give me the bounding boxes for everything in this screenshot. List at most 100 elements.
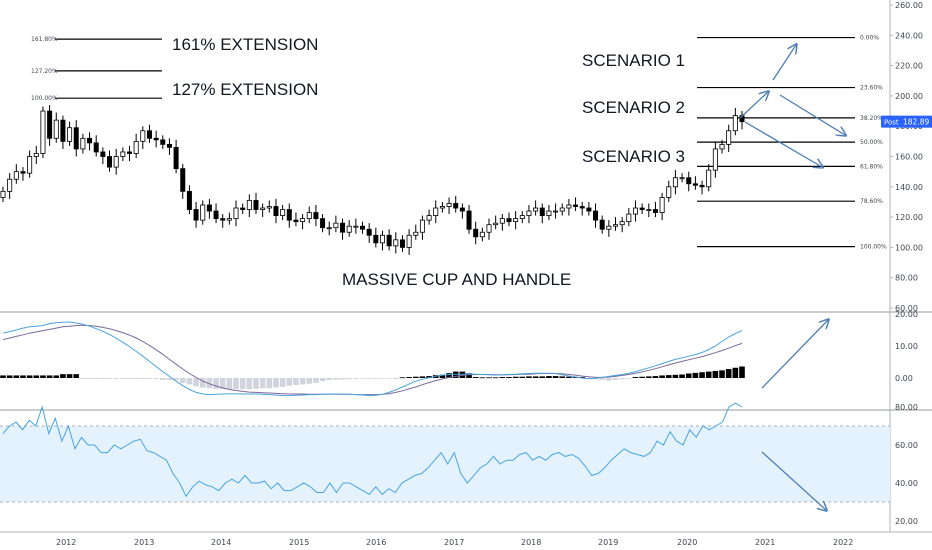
candle-up (433, 207, 439, 216)
candle-up (306, 212, 312, 220)
macd-histogram-bar (665, 375, 672, 378)
candle-up (0, 190, 6, 198)
candle-down (213, 210, 219, 220)
time-tick-label: 2014 (211, 538, 231, 547)
macd-histogram-bar (519, 376, 526, 378)
macd-histogram-bar (193, 378, 199, 387)
rsi-band (0, 426, 890, 502)
macd-histogram-bar (719, 370, 725, 378)
macd-histogram-bar (552, 376, 559, 378)
macd-histogram-bar (140, 378, 146, 379)
macd-histogram-bar (512, 376, 519, 378)
macd-histogram-bar (173, 378, 179, 380)
macd-histogram-bar (626, 378, 632, 379)
candle-up (659, 197, 665, 213)
candle-up (233, 207, 239, 220)
macd-histogram-bar (20, 375, 26, 378)
macd-histogram-bar (446, 373, 452, 378)
annotation-pattern: MASSIVE CUP AND HANDLE (342, 270, 571, 289)
macd-histogram-bar (246, 378, 253, 390)
macd-line (2, 321, 743, 397)
candle-up (553, 210, 559, 213)
macd-histogram-bar (546, 376, 552, 378)
candle-down (360, 225, 366, 230)
candle-up (346, 225, 352, 233)
price-tick-label: 80.00 (895, 274, 918, 283)
macd-histogram-bar (333, 378, 339, 380)
candle-up (566, 204, 572, 209)
price-tick-label: 140.00 (895, 183, 923, 192)
candle-up (626, 213, 632, 223)
candle-down (73, 127, 79, 150)
price-tick-label: 60.00 (895, 304, 918, 313)
candle-up (326, 227, 332, 230)
candle-down (193, 209, 199, 221)
macd-histogram-bar (645, 376, 652, 378)
fib-extension-label: 100.00% (31, 95, 58, 102)
macd-histogram-bar (226, 378, 233, 390)
macd-histogram-bar (472, 377, 479, 378)
candle-down (539, 207, 545, 216)
candle-down (313, 212, 319, 220)
time-tick-label: 2019 (598, 538, 618, 547)
candle-up (613, 224, 619, 227)
candle-down (473, 228, 479, 238)
candle-up (333, 222, 339, 229)
macd-arrow-up (761, 320, 828, 389)
axes: 60.0080.00100.00120.00140.00160.00180.00… (56, 1, 923, 547)
annotation-scenario2: SCENARIO 2 (582, 98, 685, 117)
macd-histogram-bar (725, 369, 732, 378)
candle-up (706, 169, 712, 188)
candle-down (340, 222, 346, 233)
price-tick-label: 260.00 (895, 1, 923, 10)
candle-up (200, 204, 206, 221)
rsi-tick-label: 60.00 (895, 441, 918, 450)
candle-down (386, 234, 392, 247)
macd-histogram-bar (253, 378, 259, 389)
macd-histogram-bar (559, 376, 566, 378)
price-panel: 161.80% 127.20% 100.00% 0.00% 23.60% 38.20% 50… (0, 35, 887, 255)
macd-histogram-bar (53, 375, 60, 378)
candle-down (639, 207, 645, 210)
candle-up (606, 225, 612, 230)
candle-down (273, 206, 279, 216)
candle-up (67, 127, 73, 142)
candle-up (672, 177, 678, 188)
candle-up (619, 221, 625, 226)
candle-up (53, 119, 59, 139)
macd-histogram-bar (672, 374, 679, 378)
price-tag-label: Post (884, 119, 899, 127)
macd-histogram-bar (639, 376, 645, 378)
macd-histogram-bar (259, 378, 266, 389)
macd-histogram-bar (399, 377, 406, 379)
candle-up (546, 210, 552, 216)
candle-up (526, 210, 532, 216)
candle-up (726, 130, 732, 145)
fib-extension-label: 161.80% (31, 36, 58, 43)
macd-histogram-bar (266, 378, 273, 389)
macd-histogram-bar (599, 378, 605, 380)
macd-histogram-bar (100, 378, 106, 379)
price-tick-label: 160.00 (895, 153, 923, 162)
macd-histogram-bar (153, 378, 159, 379)
candle-down (506, 218, 512, 223)
macd-panel (0, 320, 828, 397)
candle-down (206, 204, 212, 212)
grid-lines (0, 0, 932, 533)
macd-histogram-bar (492, 377, 499, 379)
candle-down (180, 168, 186, 192)
candle-down (93, 142, 99, 153)
fib-projection-label: 0.00% (860, 35, 879, 42)
candle-up (486, 224, 492, 233)
time-tick-label: 2015 (289, 538, 309, 547)
candle-down (579, 206, 585, 209)
macd-histogram-bar (659, 375, 665, 378)
macd-histogram-bar (419, 376, 426, 378)
macd-histogram-bar (526, 376, 532, 378)
candle-down (146, 130, 152, 139)
macd-tick-label: 10.00 (895, 342, 918, 351)
fib-projection-label: 61.80% (860, 163, 883, 170)
candle-down (573, 204, 579, 207)
candle-down (20, 171, 26, 174)
